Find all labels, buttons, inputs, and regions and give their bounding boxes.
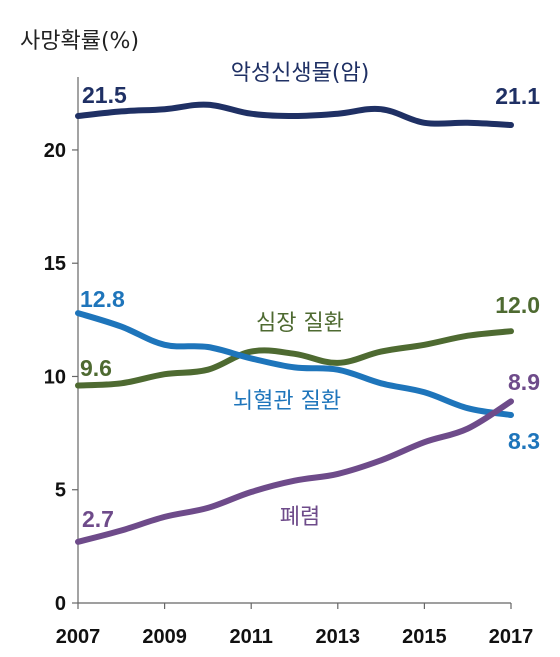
y-tick-label: 20: [44, 140, 66, 162]
end-value-label: 8.9: [508, 369, 540, 395]
series-name-label: 뇌혈관 질환: [233, 389, 341, 414]
series-line: [75, 398, 514, 545]
series-name-label: 심장 질환: [256, 311, 344, 336]
series-lines: [75, 101, 514, 545]
y-tick-label: 0: [55, 593, 66, 615]
y-tick-label: 15: [44, 253, 66, 275]
y-tick-label: 10: [44, 366, 66, 388]
x-tick-label: 2013: [316, 626, 361, 648]
start-value-label: 9.6: [80, 355, 112, 381]
end-value-label: 12.0: [495, 292, 540, 318]
x-tick-label: 2007: [56, 626, 101, 648]
start-value-label: 21.5: [82, 82, 127, 108]
x-tick-label: 2011: [230, 626, 273, 648]
x-tick-label: 2017: [489, 626, 534, 648]
y-axis-title: 사망확률(%): [20, 29, 139, 54]
series-line: [75, 310, 514, 418]
series-labels: 악성신생물(암) 21.5 21.1 심장 질환 9.6 12.0 뇌혈관 질환 12.8 8.…: [80, 61, 540, 532]
series-line: [75, 101, 514, 128]
start-value-label: 2.7: [82, 506, 114, 532]
start-value-label: 12.8: [80, 286, 125, 312]
series-name-label: 폐렴: [280, 505, 320, 530]
x-tick-label: 2009: [142, 626, 187, 648]
y-tick-label: 5: [55, 480, 66, 502]
x-tick-label: 2015: [402, 626, 447, 648]
series-line: [75, 328, 514, 389]
axes: 0 5 10 15 20 2007 2009 2011 2013 2015 2017: [44, 77, 534, 648]
series-name-label: 악성신생물(암): [231, 61, 370, 86]
end-value-label: 8.3: [508, 428, 540, 454]
end-value-label: 21.1: [495, 83, 540, 109]
